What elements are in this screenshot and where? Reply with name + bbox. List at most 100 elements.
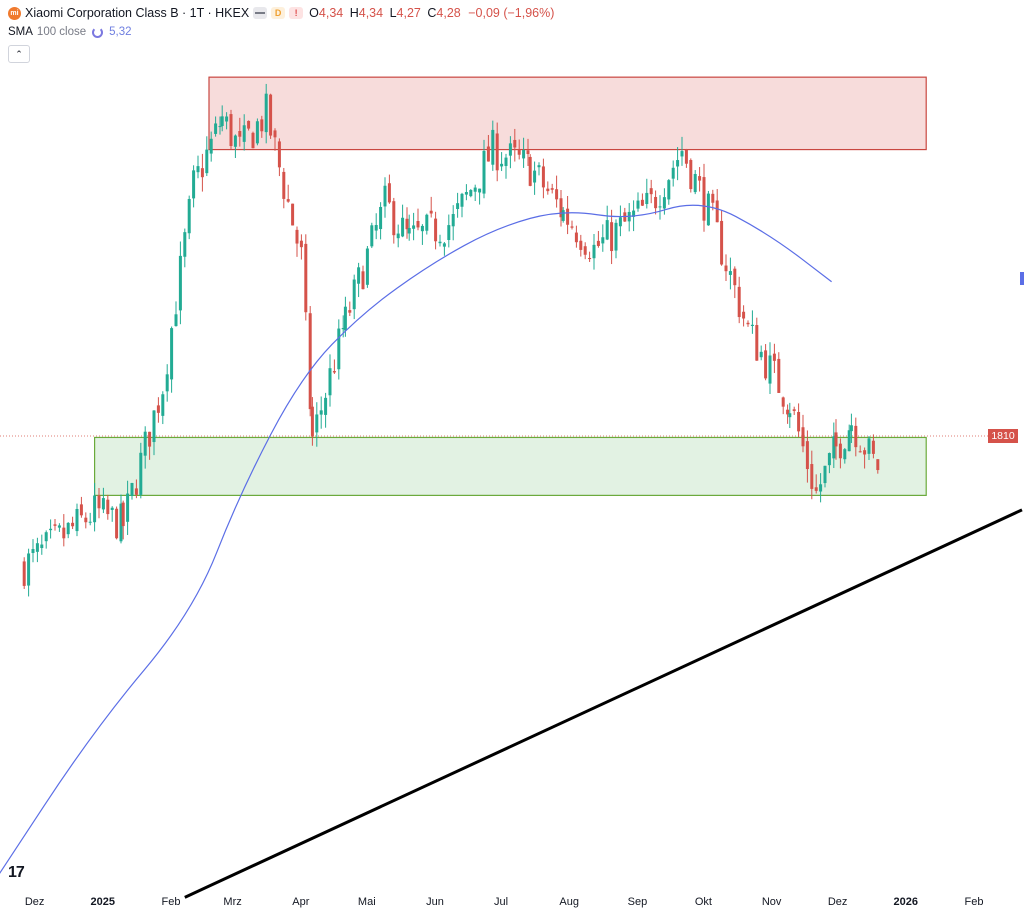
symbol-title[interactable]: Xiaomi Corporation Class B · 1T · HKEX <box>25 6 250 20</box>
candle-body <box>847 430 851 452</box>
candle-body <box>750 324 754 327</box>
candle-body <box>139 452 143 495</box>
x-tick-label: Dez <box>25 896 45 908</box>
candle-body <box>40 544 44 549</box>
candle-body <box>387 183 391 203</box>
candle-body <box>57 525 61 528</box>
candle-body <box>526 150 530 155</box>
indicator-name[interactable]: SMA <box>8 26 33 38</box>
candle-body <box>689 160 693 190</box>
candle-body <box>768 355 772 384</box>
candle-body <box>174 314 178 327</box>
candle-body <box>801 427 805 447</box>
price-badge: 1810 <box>988 429 1018 443</box>
candle-body <box>429 210 433 214</box>
candle-body <box>324 397 328 415</box>
candle-body <box>574 232 578 243</box>
candle-body <box>814 487 818 491</box>
candle-body <box>491 129 495 165</box>
candle-body <box>110 507 114 510</box>
candle-body <box>407 227 411 234</box>
candle-body <box>161 394 165 416</box>
candle-body <box>819 484 823 492</box>
candle-body <box>106 499 110 515</box>
candle-body <box>854 425 858 448</box>
indicator-legend: SMA 100 close 5,32 <box>8 24 132 40</box>
candle-body <box>755 325 759 361</box>
candle-body <box>805 441 809 470</box>
candle-body <box>797 411 801 432</box>
candle-body <box>671 167 675 179</box>
sma-axis-marker <box>1020 272 1024 285</box>
candle-body <box>632 210 636 217</box>
candle-body <box>310 406 314 437</box>
candle-body <box>533 170 537 183</box>
alert-icon[interactable]: ! <box>289 7 304 19</box>
trendline[interactable] <box>184 508 1023 899</box>
candle-body <box>456 203 460 209</box>
candle-body <box>601 237 605 244</box>
candle-body <box>737 286 741 318</box>
candle-body <box>291 203 295 226</box>
candle-body <box>357 267 361 284</box>
tradingview-logo-icon[interactable]: 17 <box>8 864 25 881</box>
candle-body <box>764 350 768 379</box>
low-value: 4,27 <box>396 6 421 20</box>
candle-body <box>233 135 237 147</box>
candle-body <box>781 397 785 407</box>
candle-body <box>273 130 277 138</box>
candle-body <box>733 268 737 286</box>
open-value: 4,34 <box>318 6 344 20</box>
high-label: H <box>349 6 359 20</box>
x-tick-label: Jul <box>494 896 508 908</box>
candle-body <box>247 120 251 129</box>
support-zone[interactable] <box>93 436 927 496</box>
candle-body <box>495 133 499 171</box>
candle-body <box>383 185 387 207</box>
candle-body <box>550 188 554 190</box>
candle-body <box>559 198 563 218</box>
candle-body <box>101 498 105 510</box>
candle-body <box>220 116 224 127</box>
candle-body <box>706 193 710 226</box>
candle-body <box>315 414 319 433</box>
candle-body <box>269 94 273 136</box>
candle-body <box>438 241 442 244</box>
candle-body <box>528 156 532 186</box>
collapse-legend-button[interactable]: ⌃ <box>8 45 30 63</box>
candle-body <box>286 199 290 202</box>
candle-body <box>152 410 156 443</box>
candle-body <box>27 553 31 586</box>
candle-body <box>343 306 347 331</box>
close-value: 4,28 <box>436 6 461 20</box>
delayed-data-badge[interactable]: D <box>271 7 286 19</box>
candle-body <box>44 532 48 542</box>
minus-icon[interactable] <box>253 7 268 19</box>
candle-body <box>337 328 341 370</box>
candle-body <box>396 233 400 239</box>
candle-body <box>200 168 204 178</box>
x-tick-label: 2026 <box>894 896 918 908</box>
candle-body <box>401 217 405 237</box>
change-value: −0,09 (−1,96%) <box>468 6 555 20</box>
candle-body <box>759 351 763 358</box>
candle-body <box>460 193 464 207</box>
candle-body <box>500 163 504 167</box>
candle-body <box>596 240 600 246</box>
x-tick-label: Okt <box>695 896 712 908</box>
candle-body <box>810 464 814 489</box>
candle-body <box>264 93 268 133</box>
resistance-zone[interactable] <box>208 76 927 151</box>
x-tick-label: Sep <box>628 896 648 908</box>
candle-body <box>684 149 688 164</box>
candle-body <box>464 192 468 195</box>
candle-body <box>610 222 614 252</box>
candle-body <box>148 431 152 447</box>
candle-body <box>592 244 596 259</box>
candle-body <box>209 138 213 154</box>
candle-body <box>654 196 658 209</box>
candle-body <box>680 151 684 157</box>
close-label: C <box>427 6 437 20</box>
candle-body <box>97 495 101 509</box>
